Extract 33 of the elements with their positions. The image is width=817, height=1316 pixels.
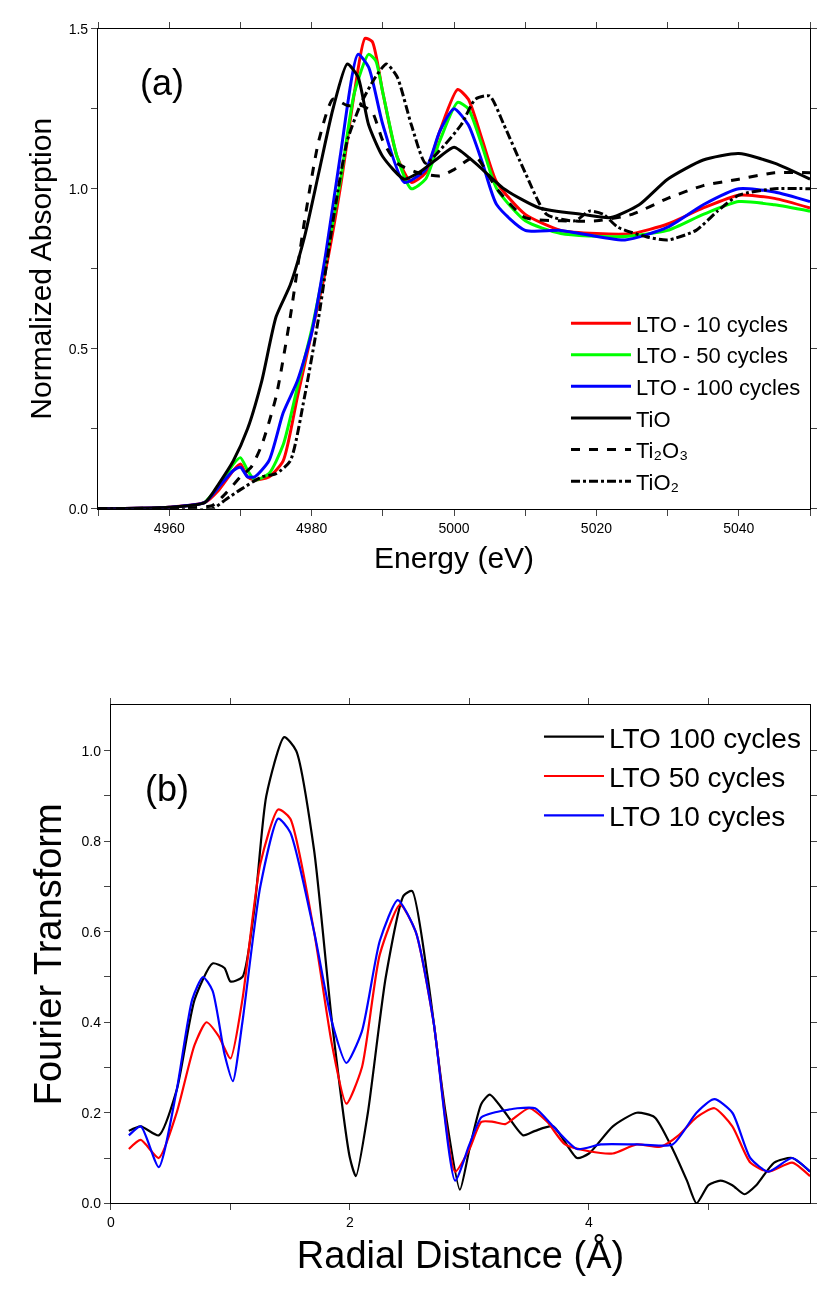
y-tick-label: 1.0: [68, 180, 89, 197]
y-tick-label: 0.2: [81, 1104, 102, 1121]
x-tick-label: 5020: [580, 519, 613, 536]
x-tick-label: 5040: [723, 519, 755, 536]
y-tick-label: 0.5: [68, 340, 89, 357]
x-tick-label: 4960: [153, 519, 186, 536]
legend-label: LTO - 50 cycles: [635, 343, 788, 369]
y-tick-label: 0.0: [81, 1195, 102, 1212]
x-tick-label: 0: [107, 1214, 116, 1231]
y-tick-label: 1.5: [68, 20, 89, 37]
y-tick-label: 1.0: [81, 742, 102, 759]
legend-label: LTO - 10 cycles: [635, 311, 788, 337]
x-tick-label: 4980: [296, 519, 328, 536]
legend-label: TiO: [635, 406, 671, 432]
y-tick-label: 0.4: [81, 1014, 102, 1031]
x-tick-label: 2: [346, 1214, 355, 1231]
annotation: (b): [145, 768, 189, 809]
x-axis-title: Radial Distance (Å): [296, 1233, 625, 1277]
x-tick-label: 5000: [438, 519, 470, 536]
legend-label: Ti₂O₃: [635, 438, 689, 464]
legend-label: LTO 50 cycles: [608, 761, 786, 793]
y-axis-title: Normalized Absorption: [23, 117, 57, 420]
y-tick-label: 0.0: [68, 500, 89, 517]
annotation: (a): [140, 62, 184, 103]
y-axis-title: Fourier Transform: [26, 803, 69, 1106]
x-axis-title: Energy (eV): [374, 541, 535, 575]
legend-label: TiO₂: [635, 469, 680, 495]
x-tick-label: 4: [585, 1214, 594, 1231]
legend-label: LTO 100 cycles: [608, 722, 801, 754]
y-tick-label: 0.6: [81, 923, 102, 940]
y-tick-label: 0.8: [81, 833, 102, 850]
legend-label: LTO - 100 cycles: [635, 374, 801, 400]
legend-label: LTO 10 cycles: [608, 801, 786, 833]
